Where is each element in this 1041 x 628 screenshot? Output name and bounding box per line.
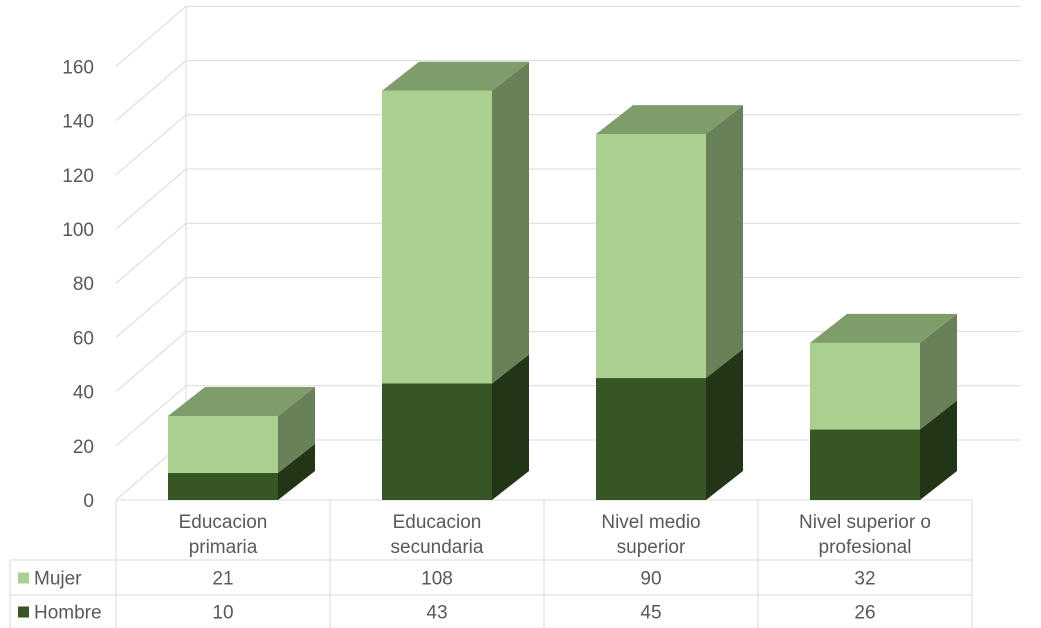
gridline-side-160 bbox=[115, 6, 187, 67]
bar-mujer bbox=[168, 415, 278, 473]
legend-label: Hombre bbox=[34, 603, 102, 624]
y-tick-label: 120 bbox=[62, 166, 94, 187]
bar-mujer bbox=[810, 342, 920, 430]
data-label: 26 bbox=[854, 603, 875, 624]
gridline-side-80 bbox=[115, 222, 187, 284]
bar-top bbox=[382, 61, 529, 91]
bar-group-0 bbox=[168, 386, 315, 500]
data-label: 32 bbox=[854, 569, 875, 590]
y-tick-label: 60 bbox=[73, 328, 94, 349]
y-axis: 0 20 40 60 80 100 120 140 160 bbox=[62, 57, 94, 512]
data-label: 45 bbox=[640, 603, 661, 624]
x-tick-label: secundaria bbox=[391, 537, 484, 558]
y-tick-label: 0 bbox=[83, 491, 94, 512]
bar-top bbox=[596, 105, 743, 135]
bar-side-mujer bbox=[706, 105, 743, 379]
bar-side-mujer bbox=[920, 313, 957, 430]
gridline-side-20 bbox=[115, 385, 187, 447]
y-tick-label: 140 bbox=[62, 112, 94, 133]
bar-group-2 bbox=[596, 105, 743, 500]
gridline-side-40 bbox=[115, 331, 187, 392]
y-tick-label: 160 bbox=[62, 57, 94, 78]
bar-side-hombre bbox=[706, 349, 743, 500]
gridline-side-100 bbox=[115, 168, 187, 230]
gridline-side-120 bbox=[115, 114, 187, 176]
y-tick-label: 40 bbox=[73, 383, 94, 404]
x-tick-label: Educacion bbox=[393, 512, 482, 533]
bar-group-3 bbox=[810, 313, 957, 500]
bar-top bbox=[168, 386, 315, 416]
legend-key-mujer bbox=[18, 572, 29, 584]
x-tick-label: primaria bbox=[189, 537, 258, 558]
data-label: 21 bbox=[212, 569, 233, 590]
data-table: Educacion primaria Educacion secundaria Nive… bbox=[9, 500, 973, 628]
data-label: 108 bbox=[421, 569, 453, 590]
y-tick-label: 80 bbox=[73, 274, 94, 295]
gridline-side-60 bbox=[115, 277, 187, 338]
bars-layer bbox=[168, 61, 957, 500]
bar-side-mujer bbox=[278, 386, 315, 473]
bar-mujer bbox=[382, 90, 492, 384]
bar-hombre bbox=[168, 472, 278, 500]
x-tick-label: Educacion bbox=[179, 512, 268, 533]
bar-top bbox=[810, 313, 957, 343]
bar-hombre bbox=[382, 383, 492, 500]
legend-label: Mujer bbox=[34, 569, 82, 590]
x-tick-label: superior bbox=[617, 537, 686, 558]
bar-side-hombre bbox=[920, 400, 957, 500]
data-label: 10 bbox=[212, 603, 233, 624]
y-tick-label: 100 bbox=[62, 220, 94, 241]
y-tick-label: 20 bbox=[73, 437, 94, 458]
legend-key-hombre bbox=[18, 606, 29, 618]
bar-hombre bbox=[810, 429, 920, 500]
bar-mujer bbox=[596, 134, 706, 379]
x-tick-label: Nivel superior o bbox=[799, 512, 931, 533]
bar-side-hombre bbox=[492, 354, 529, 500]
gridline-side-140 bbox=[115, 60, 187, 121]
bar-hombre bbox=[596, 378, 706, 500]
x-tick-label: Nivel medio bbox=[601, 512, 700, 533]
x-tick-label: profesional bbox=[819, 537, 912, 558]
data-label: 43 bbox=[426, 603, 447, 624]
bar-side-mujer bbox=[492, 61, 529, 384]
bar-side-hombre bbox=[278, 443, 315, 500]
bar-group-1 bbox=[382, 61, 529, 500]
data-label: 90 bbox=[640, 569, 661, 590]
